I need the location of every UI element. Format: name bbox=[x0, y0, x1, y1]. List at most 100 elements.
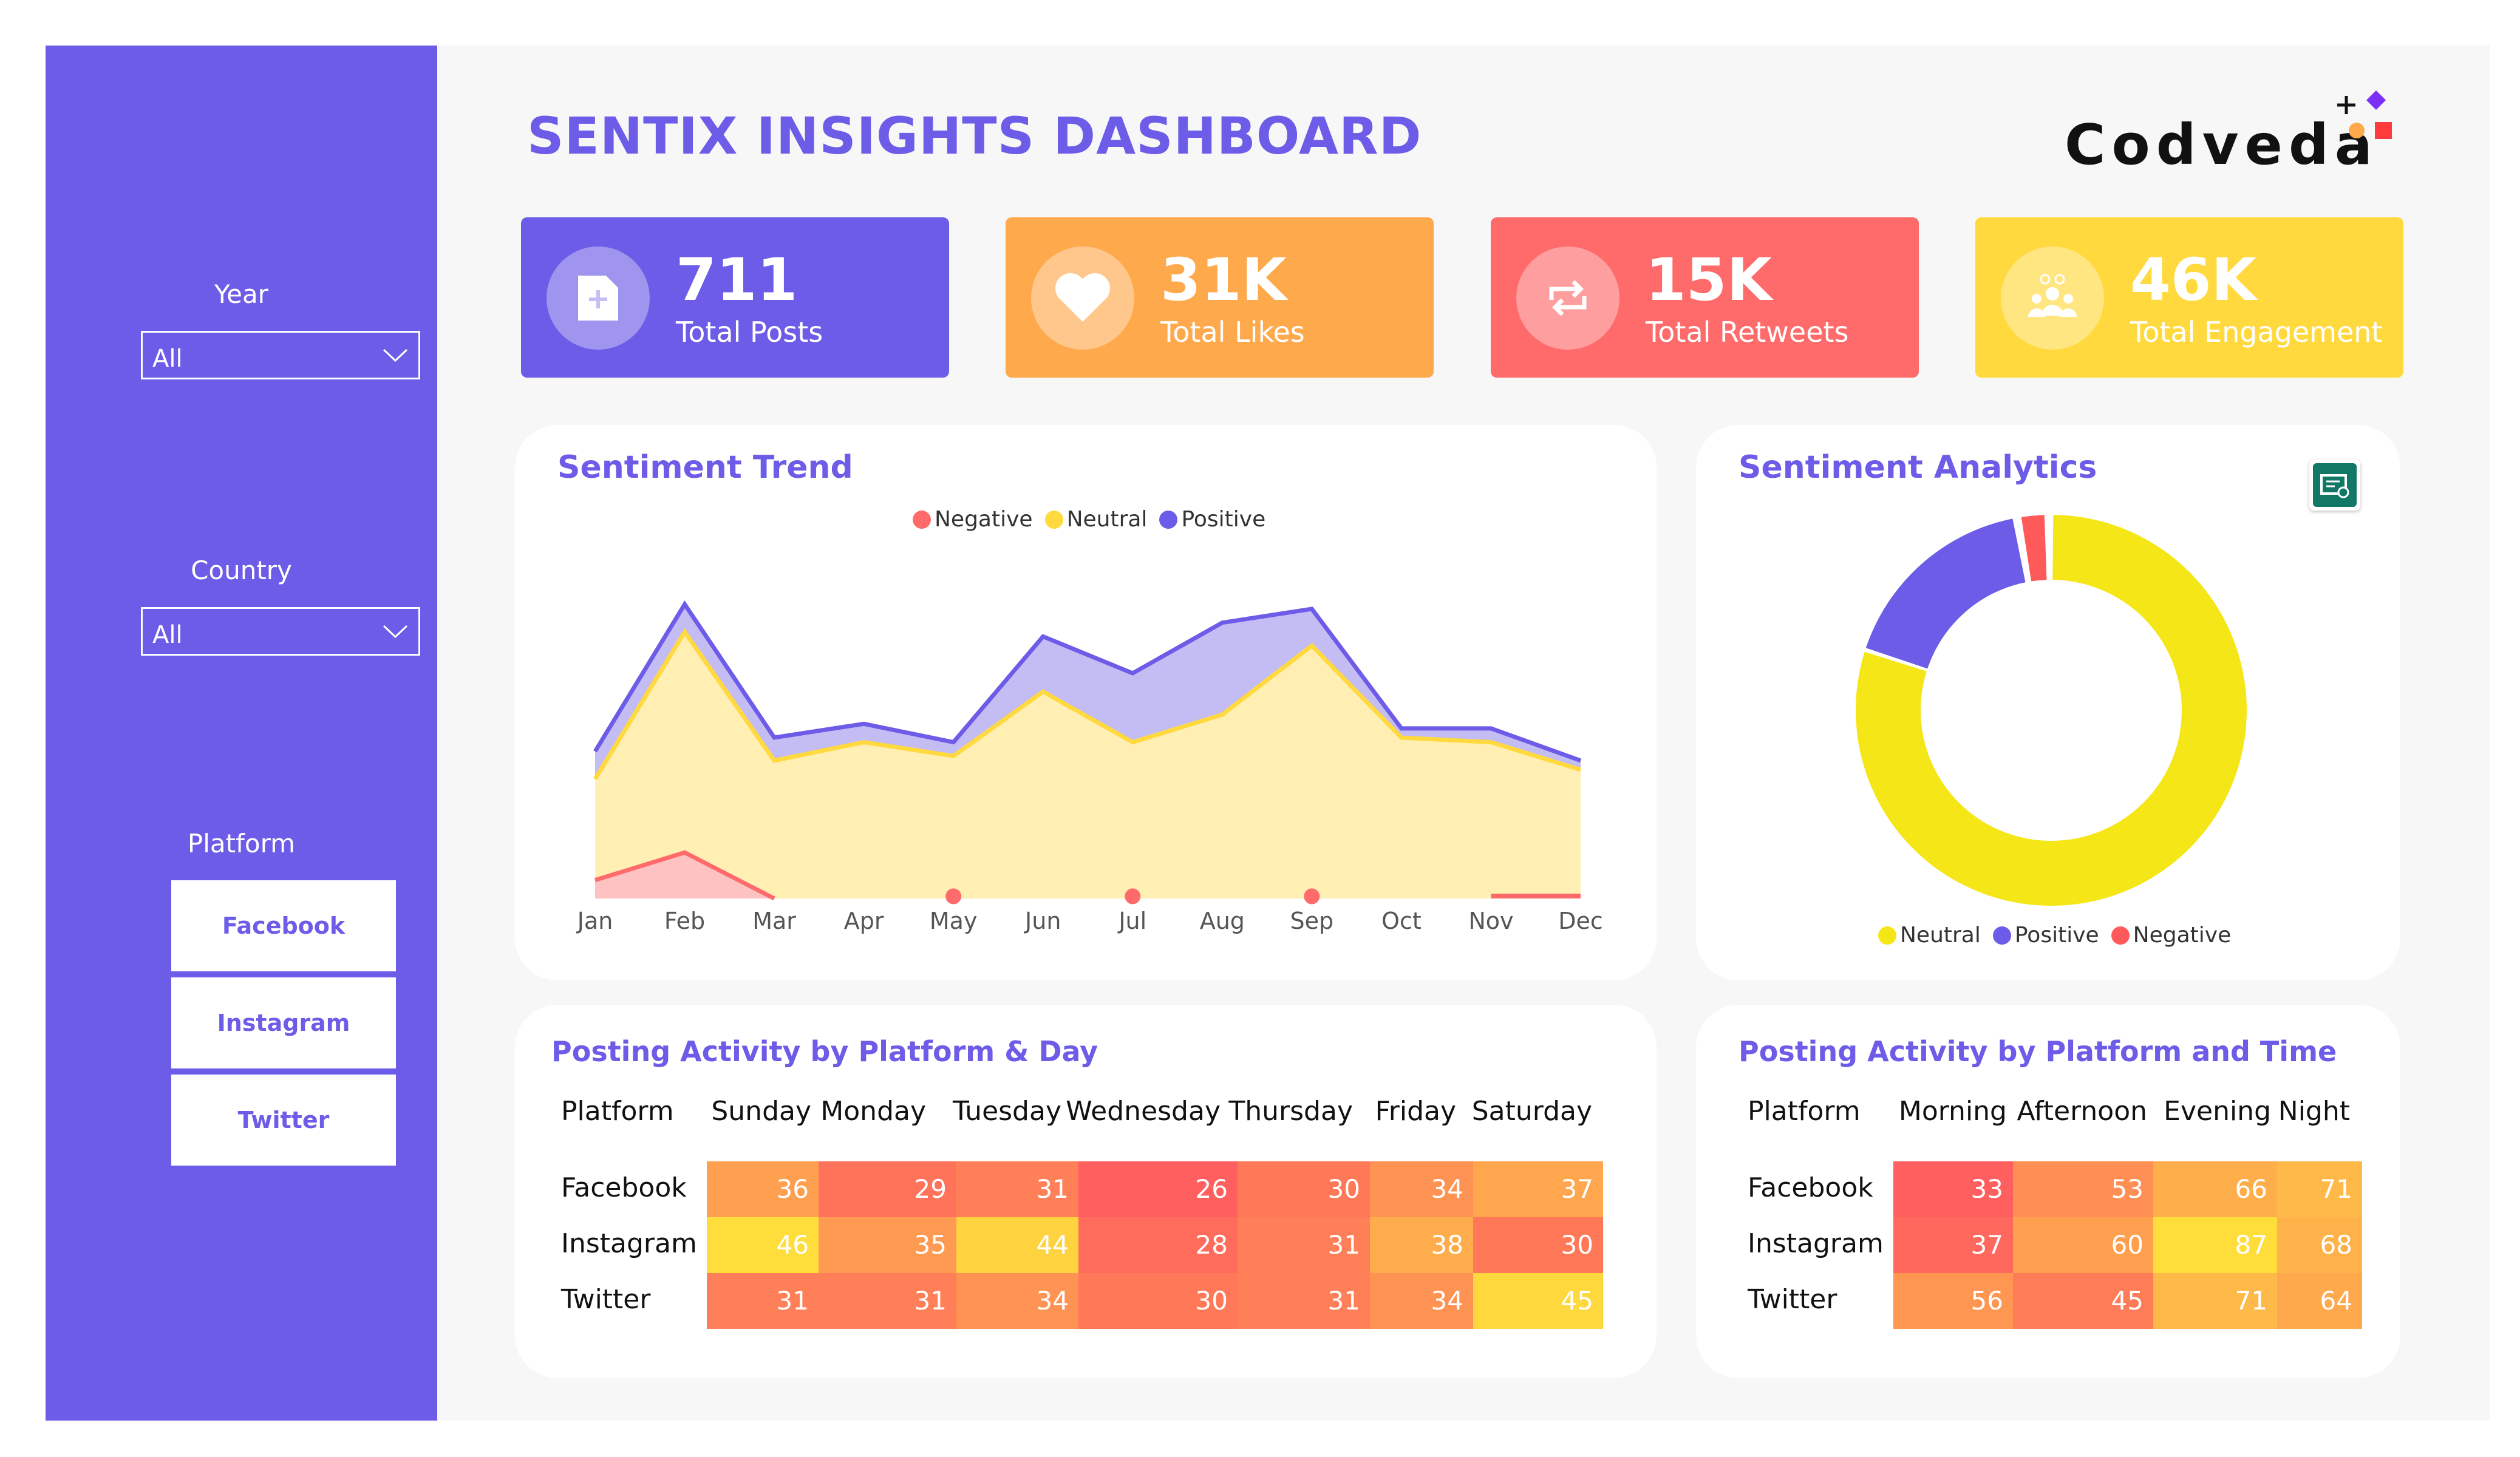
heatmap-cell[interactable]: 29 bbox=[819, 1161, 956, 1217]
column-header: Friday bbox=[1375, 1096, 1456, 1127]
sentiment-trend-chart: Jan Feb Mar Apr May Jun Jul Aug Sep Oct Nov Dec bbox=[576, 600, 1603, 934]
column-header-platform: Platform bbox=[1748, 1096, 1861, 1127]
legend-label: Positive bbox=[1181, 507, 1266, 532]
row-label: Facebook bbox=[1748, 1172, 1873, 1203]
heatmap-cell[interactable]: 34 bbox=[1370, 1273, 1473, 1329]
row-label: Twitter bbox=[561, 1284, 651, 1315]
heatmap-cell[interactable]: 44 bbox=[956, 1217, 1078, 1273]
heatmap-cell[interactable]: 53 bbox=[2013, 1161, 2153, 1217]
heatmap-cell[interactable]: 46 bbox=[707, 1217, 819, 1273]
heatmap-cell[interactable]: 45 bbox=[2013, 1273, 2153, 1329]
heatmap-cell[interactable]: 31 bbox=[707, 1273, 819, 1329]
kpi-icon-circle bbox=[547, 246, 650, 350]
x-tick-label: Jan bbox=[576, 908, 613, 934]
heatmap-cell[interactable]: 30 bbox=[1078, 1273, 1238, 1329]
heatmap-cell[interactable]: 34 bbox=[1370, 1161, 1473, 1217]
activity-by-time-card: Posting Activity by Platform and Time Pl… bbox=[1696, 1005, 2400, 1378]
legend-dot bbox=[1878, 926, 1896, 945]
legend-dot bbox=[1044, 510, 1063, 529]
kpi-label: Total Retweets bbox=[1646, 316, 1849, 348]
legend-dot bbox=[913, 510, 931, 529]
heatmap-cell[interactable]: 71 bbox=[2277, 1161, 2362, 1217]
heatmap-cell[interactable]: 56 bbox=[1893, 1273, 2013, 1329]
heatmap-cell[interactable]: 28 bbox=[1078, 1217, 1238, 1273]
heatmap-cell[interactable]: 35 bbox=[819, 1217, 956, 1273]
heatmap-cell[interactable]: 38 bbox=[1370, 1217, 1473, 1273]
column-header: Sunday bbox=[711, 1096, 811, 1127]
platform-button-twitter[interactable]: Twitter bbox=[171, 1075, 396, 1166]
area-neutral bbox=[595, 631, 1581, 898]
legend-item-negative[interactable]: Negative bbox=[913, 507, 1033, 532]
platform-button-instagram[interactable]: Instagram bbox=[171, 977, 396, 1068]
platform-button-facebook[interactable]: Facebook bbox=[171, 880, 396, 971]
kpi-card-total-engagement: 46K Total Engagement bbox=[1975, 217, 2403, 378]
x-tick-label: Nov bbox=[1468, 908, 1513, 934]
heatmap-cell[interactable]: 36 bbox=[707, 1161, 819, 1217]
platform-filter-label: Platform bbox=[187, 829, 296, 858]
card-title: Sentiment Analytics bbox=[1738, 449, 2097, 486]
heatmap-cell[interactable]: 87 bbox=[2153, 1217, 2277, 1273]
line-positive bbox=[593, 600, 1582, 763]
column-header: Wednesday bbox=[1066, 1096, 1221, 1127]
heatmap-cell[interactable]: 60 bbox=[2013, 1217, 2153, 1273]
heatmap-cell[interactable]: 68 bbox=[2277, 1217, 2362, 1273]
kpi-card-total-posts: 711 Total Posts bbox=[521, 217, 949, 378]
x-tick-label: Apr bbox=[844, 908, 884, 934]
negative-point[interactable] bbox=[1304, 888, 1320, 905]
legend-dot bbox=[2111, 926, 2130, 945]
filter-sidebar: Year All Country All Platform Facebook I… bbox=[46, 46, 437, 1421]
legend-item-neutral[interactable]: Neutral bbox=[1044, 507, 1148, 532]
legend-label: Negative bbox=[935, 507, 1033, 532]
activity-by-day-card: Posting Activity by Platform & Day Platf… bbox=[515, 1005, 1657, 1378]
donut-slice-negative[interactable] bbox=[2021, 515, 2047, 582]
line-negative bbox=[594, 850, 775, 901]
donut-slice-neutral[interactable] bbox=[1856, 515, 2247, 906]
heatmap-cell[interactable]: 37 bbox=[1893, 1217, 2013, 1273]
country-dropdown-value: All bbox=[152, 621, 183, 649]
heart-icon bbox=[1055, 273, 1110, 322]
x-tick-label: Feb bbox=[664, 908, 705, 934]
heatmap-cell[interactable]: 26 bbox=[1078, 1161, 1238, 1217]
export-button-bg bbox=[2313, 463, 2357, 507]
export-data-button[interactable] bbox=[2309, 460, 2360, 511]
x-tick-label: Dec bbox=[1558, 908, 1603, 934]
country-dropdown[interactable]: All bbox=[141, 607, 420, 656]
heatmap-cell[interactable]: 37 bbox=[1473, 1161, 1603, 1217]
heatmap-cell[interactable]: 30 bbox=[1238, 1161, 1370, 1217]
legend-label: Neutral bbox=[1066, 507, 1148, 532]
legend-item-positive[interactable]: Positive bbox=[1992, 923, 2099, 948]
country-filter-label: Country bbox=[191, 555, 292, 585]
year-dropdown[interactable]: All bbox=[141, 331, 420, 379]
donut-slice-positive[interactable] bbox=[1865, 518, 2026, 669]
legend-dot bbox=[1159, 510, 1178, 529]
area-positive bbox=[595, 604, 1581, 779]
heatmap-cell[interactable]: 31 bbox=[1238, 1217, 1370, 1273]
negative-point[interactable] bbox=[945, 888, 962, 905]
area-negative bbox=[595, 852, 775, 898]
kpi-icon-circle bbox=[2001, 246, 2104, 350]
export-icon bbox=[2320, 474, 2349, 498]
trend-legend: Negative Neutral Positive bbox=[913, 507, 1274, 532]
legend-item-negative[interactable]: Negative bbox=[2111, 923, 2231, 948]
heatmap-cell[interactable]: 71 bbox=[2153, 1273, 2277, 1329]
legend-item-positive[interactable]: Positive bbox=[1159, 507, 1265, 532]
row-label: Instagram bbox=[1748, 1228, 1884, 1259]
heatmap-cell[interactable]: 34 bbox=[956, 1273, 1078, 1329]
negative-point[interactable] bbox=[1125, 888, 1141, 905]
kpi-label: Total Likes bbox=[1160, 316, 1305, 348]
legend-label: Neutral bbox=[1900, 923, 1981, 948]
heatmap-cell[interactable]: 31 bbox=[1238, 1273, 1370, 1329]
column-header: Evening bbox=[2164, 1096, 2271, 1127]
heatmap-cell[interactable]: 33 bbox=[1893, 1161, 2013, 1217]
kpi-icon-circle bbox=[1031, 246, 1134, 350]
heatmap-cell[interactable]: 45 bbox=[1473, 1273, 1603, 1329]
heatmap-cell[interactable]: 31 bbox=[956, 1161, 1078, 1217]
heatmap-cell[interactable]: 30 bbox=[1473, 1217, 1603, 1273]
chevron-down-icon bbox=[383, 348, 408, 362]
heatmap-cell[interactable]: 66 bbox=[2153, 1161, 2277, 1217]
codveda-logo: Codveda bbox=[2065, 88, 2405, 179]
heatmap-cell[interactable]: 64 bbox=[2277, 1273, 2362, 1329]
legend-item-neutral[interactable]: Neutral bbox=[1878, 923, 1981, 948]
card-title: Sentiment Trend bbox=[557, 449, 853, 486]
heatmap-cell[interactable]: 31 bbox=[819, 1273, 956, 1329]
